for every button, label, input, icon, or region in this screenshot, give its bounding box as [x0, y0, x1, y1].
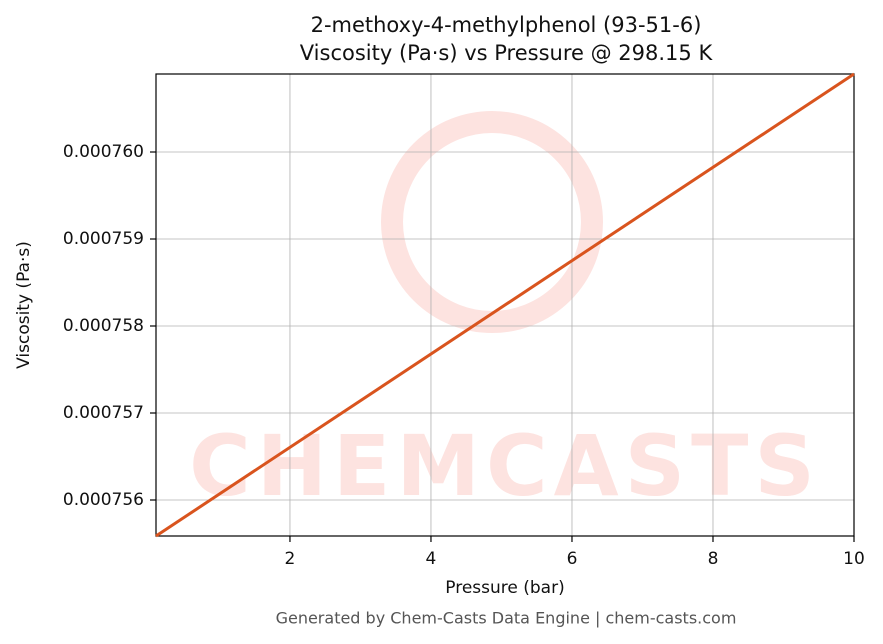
watermark-logo: [381, 111, 603, 333]
x-tick-label: 8: [708, 549, 719, 569]
watermark: CHEMCASTS: [189, 417, 821, 515]
plot-frame: [155, 73, 855, 537]
x-tick-label: 6: [567, 549, 578, 569]
y-axis-label: Viscosity (Pa·s): [14, 241, 34, 369]
chart-title: 2-methoxy-4-methylphenol (93-51-6): [311, 13, 702, 37]
y-tick-label: 0.000760: [63, 142, 144, 162]
x-axis-label: Pressure (bar): [445, 578, 564, 598]
footer: Generated by Chem-Casts Data Engine | ch…: [276, 609, 737, 628]
x-tick-label: 2: [285, 549, 296, 569]
y-tick-label: 0.000759: [63, 229, 144, 249]
data-line: [155, 72, 855, 538]
y-tick-label: 0.000757: [63, 403, 144, 423]
chart-subtitle: Viscosity (Pa·s) vs Pressure @ 298.15 K: [300, 41, 714, 65]
y-tick-label: 0.000758: [63, 316, 144, 336]
y-tick-label: 0.000756: [63, 490, 144, 510]
x-tick-label: 4: [426, 549, 437, 569]
x-tick-label: 10: [843, 549, 865, 569]
